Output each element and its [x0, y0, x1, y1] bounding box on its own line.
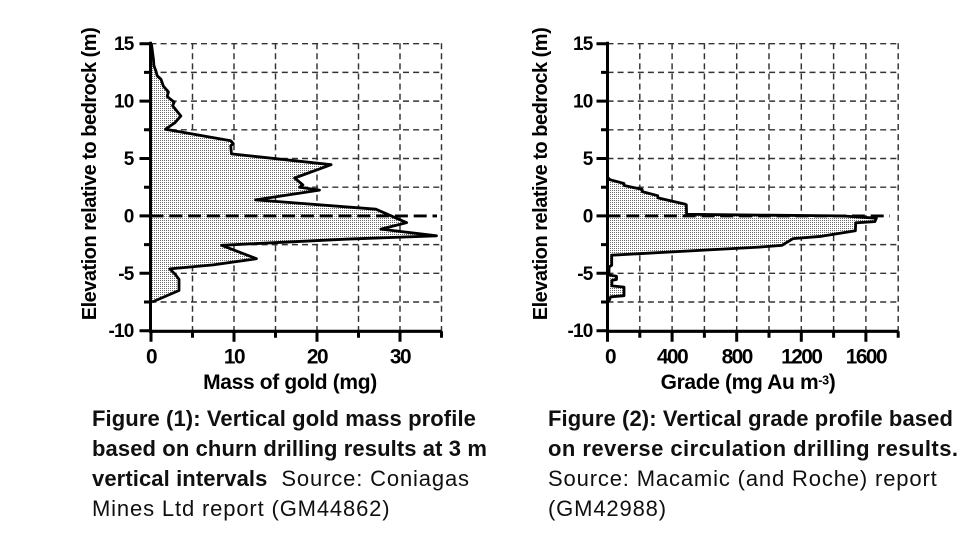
svg-text:400: 400: [657, 346, 688, 369]
svg-text:0: 0: [605, 346, 616, 369]
svg-text:Elevation relative to bedrock: Elevation relative to bedrock (m): [79, 28, 101, 320]
svg-text:Mass of gold (mg): Mass of gold (mg): [203, 371, 377, 394]
svg-text:1200: 1200: [781, 346, 822, 369]
svg-text:15: 15: [114, 34, 135, 55]
svg-text:-10: -10: [108, 321, 133, 342]
svg-text:-5: -5: [577, 264, 594, 285]
svg-text:1600: 1600: [846, 346, 887, 369]
svg-text:10: 10: [224, 346, 245, 369]
svg-text:Grade (mg Au m-3): Grade (mg Au m-3): [661, 371, 836, 394]
svg-text:-10: -10: [567, 321, 592, 342]
svg-text:800: 800: [722, 346, 753, 369]
svg-text:20: 20: [307, 346, 328, 369]
svg-text:10: 10: [114, 92, 134, 113]
svg-text:0: 0: [583, 206, 593, 227]
svg-text:30: 30: [390, 346, 411, 369]
svg-text:-5: -5: [118, 264, 135, 285]
svg-text:0: 0: [146, 346, 157, 369]
svg-text:5: 5: [583, 149, 594, 170]
svg-text:Elevation relative to bedrock: Elevation relative to bedrock (m): [530, 28, 552, 320]
svg-text:0: 0: [124, 206, 134, 227]
svg-text:10: 10: [573, 92, 593, 113]
svg-text:5: 5: [124, 149, 135, 170]
svg-text:15: 15: [573, 34, 594, 55]
